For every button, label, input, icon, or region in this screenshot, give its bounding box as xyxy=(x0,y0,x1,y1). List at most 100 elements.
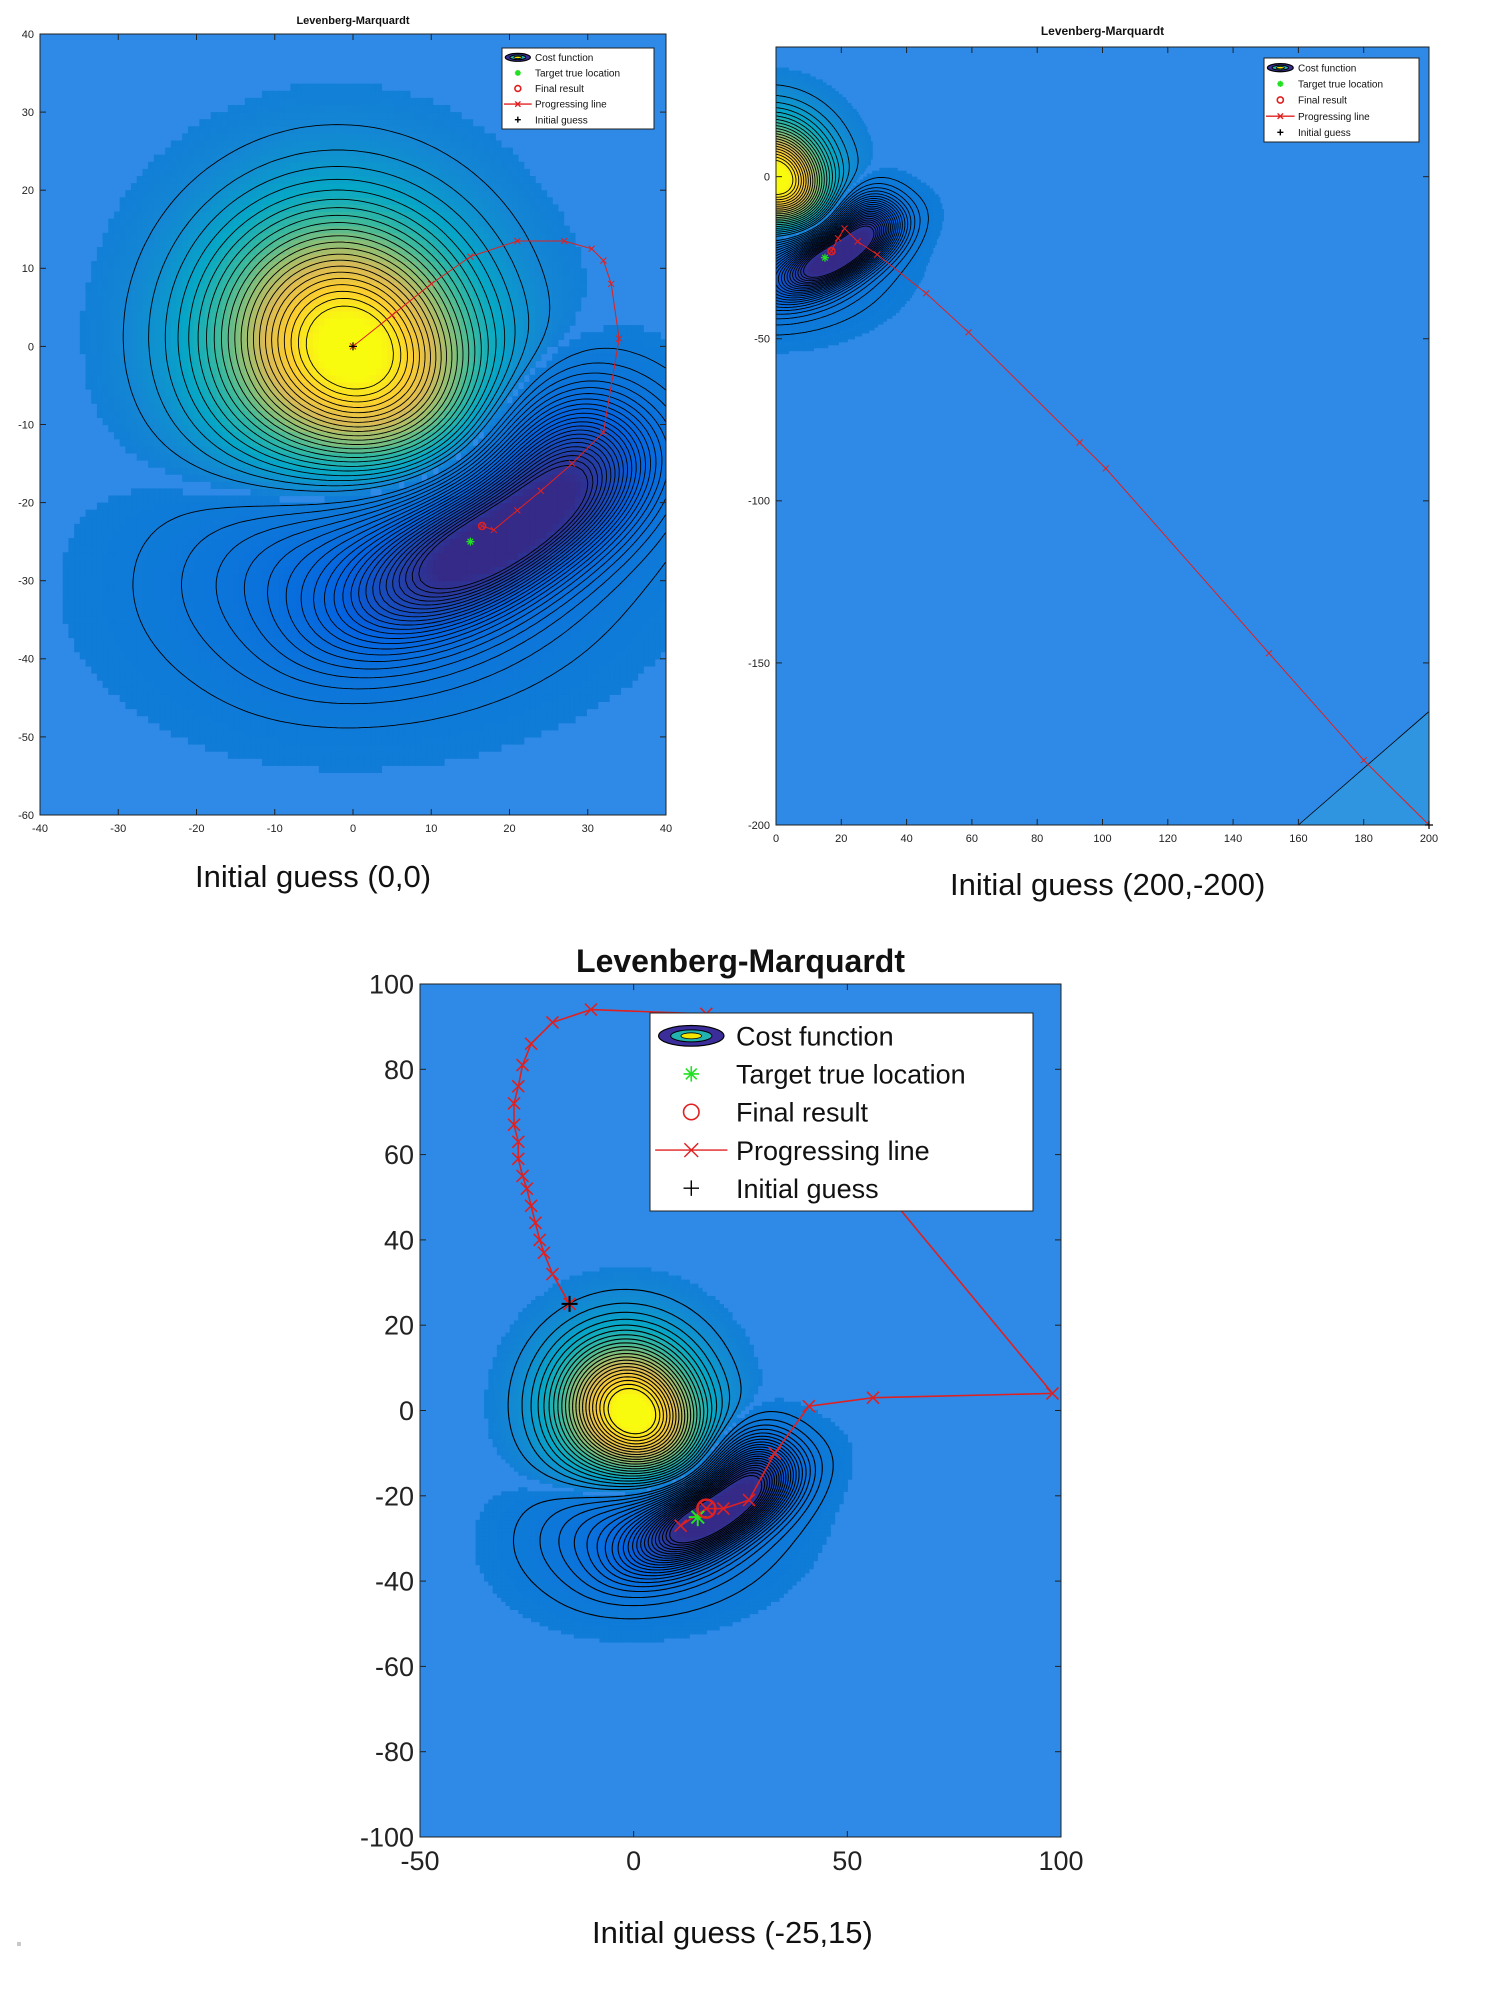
contour-level xyxy=(604,1438,800,1580)
progress-marker xyxy=(467,253,474,260)
contour-level xyxy=(323,408,646,645)
legend-box xyxy=(501,47,655,130)
contour-level xyxy=(585,1366,677,1453)
contour-level xyxy=(607,1388,657,1435)
x-tick-label: -10 xyxy=(267,823,283,835)
progress-marker xyxy=(478,522,486,530)
contour-level xyxy=(776,200,901,303)
chart-panel-3: -50 0 50 100 -100 -80 -60 -40 -20 0 20 40 60 80 100 Lev… xyxy=(360,943,1084,1876)
contour-level xyxy=(776,130,820,218)
contour-level xyxy=(285,393,663,662)
x-tick-label: 20 xyxy=(503,823,515,835)
progress-marker xyxy=(507,1118,521,1132)
contour-level xyxy=(776,177,929,336)
legend-icon-initial-guess xyxy=(1277,129,1284,136)
contour-level xyxy=(783,212,888,290)
legend-icon-progress-marker xyxy=(1277,112,1284,120)
progress-marker xyxy=(545,1015,560,1029)
contour-level xyxy=(592,1372,671,1448)
contour-level xyxy=(776,84,859,237)
contour-level xyxy=(411,459,594,594)
contour-level xyxy=(776,156,797,198)
progress-marker xyxy=(1045,1386,1060,1401)
legend-icon-progress-marker xyxy=(514,100,521,108)
contour-level xyxy=(297,297,402,397)
progress-marker xyxy=(1425,821,1429,825)
legend-box xyxy=(1263,57,1420,143)
contour-level xyxy=(530,1311,723,1485)
y-tick-label: -50 xyxy=(754,334,770,346)
contour-level xyxy=(246,247,447,437)
contour-level xyxy=(358,425,629,626)
contour-level xyxy=(283,284,415,408)
x-tick-label: 50 xyxy=(832,1846,862,1876)
contour-level xyxy=(776,94,850,235)
progress-marker xyxy=(1265,649,1273,657)
progress-marker xyxy=(513,507,521,514)
contour-level xyxy=(578,1359,683,1458)
contour-level xyxy=(777,209,892,293)
progress-marker xyxy=(1102,465,1110,472)
initial-guess-marker xyxy=(349,342,357,351)
contour-level xyxy=(776,107,840,231)
caption-initial-guess-0-0: Initial guess (0,0) xyxy=(195,859,431,895)
contour-level xyxy=(640,1455,782,1561)
contour-level xyxy=(206,207,482,463)
y-tick-label: -30 xyxy=(18,576,34,588)
legend-label: Cost function xyxy=(1298,63,1356,74)
plot-area xyxy=(776,47,1429,825)
progress-marker xyxy=(507,1096,521,1110)
progress-marker xyxy=(513,237,521,245)
contour-level xyxy=(776,198,903,306)
x-tick-label: 140 xyxy=(1224,833,1242,845)
x-tick-label: 180 xyxy=(1355,833,1373,845)
legend-label: Initial guess xyxy=(535,115,588,126)
contour-level xyxy=(385,441,612,610)
legend-label: Final result xyxy=(736,1098,869,1128)
caption-initial-guess-200-neg200: Initial guess (200,-200) xyxy=(950,867,1265,903)
y-tick-label: -150 xyxy=(748,658,770,670)
chart-title: Levenberg-Marquardt xyxy=(1041,24,1164,38)
contour-level xyxy=(776,127,823,220)
contour-level xyxy=(564,1346,695,1467)
contour-level xyxy=(596,1435,803,1584)
contour-level xyxy=(776,205,895,297)
contour-level xyxy=(365,429,624,622)
progressing-line xyxy=(828,225,1429,825)
contour-level xyxy=(776,101,845,233)
y-tick-label: -60 xyxy=(18,810,34,822)
y-tick-label: 30 xyxy=(22,107,34,119)
progress-marker xyxy=(768,1446,782,1460)
contour-level xyxy=(392,446,608,606)
x-tick-label: 30 xyxy=(582,823,594,835)
legend-icon-cost-function-core xyxy=(680,1032,703,1040)
contour-level xyxy=(558,1424,816,1599)
contour-level xyxy=(507,1288,742,1491)
legend-icon-progress-marker xyxy=(683,1142,699,1158)
x-tick-label: 120 xyxy=(1159,833,1177,845)
legend-label: Cost function xyxy=(736,1022,894,1052)
y-tick-label: -80 xyxy=(375,1737,414,1767)
legend-icon-cost-function-core xyxy=(513,55,523,59)
contour-level xyxy=(215,372,666,690)
progress-marker xyxy=(427,280,435,288)
contour-level xyxy=(122,124,551,492)
contour-level xyxy=(794,219,881,283)
contour-level xyxy=(561,1342,698,1470)
progress-marker xyxy=(511,1135,525,1149)
contour-level xyxy=(572,1352,689,1463)
contour-level xyxy=(379,437,616,614)
x-tick-label: 100 xyxy=(1038,1846,1083,1876)
contour-level xyxy=(543,1324,713,1480)
contour-level xyxy=(398,450,603,602)
legend-label: Target true location xyxy=(535,69,620,80)
contour-level xyxy=(800,223,877,280)
legend-label: Target true location xyxy=(1298,79,1383,90)
progress-path xyxy=(352,240,620,531)
contour-level xyxy=(575,1356,686,1460)
contour-level xyxy=(181,362,666,705)
contour-level xyxy=(622,1446,792,1571)
final-result-marker xyxy=(477,521,487,531)
initial-guess-marker xyxy=(1425,821,1433,829)
